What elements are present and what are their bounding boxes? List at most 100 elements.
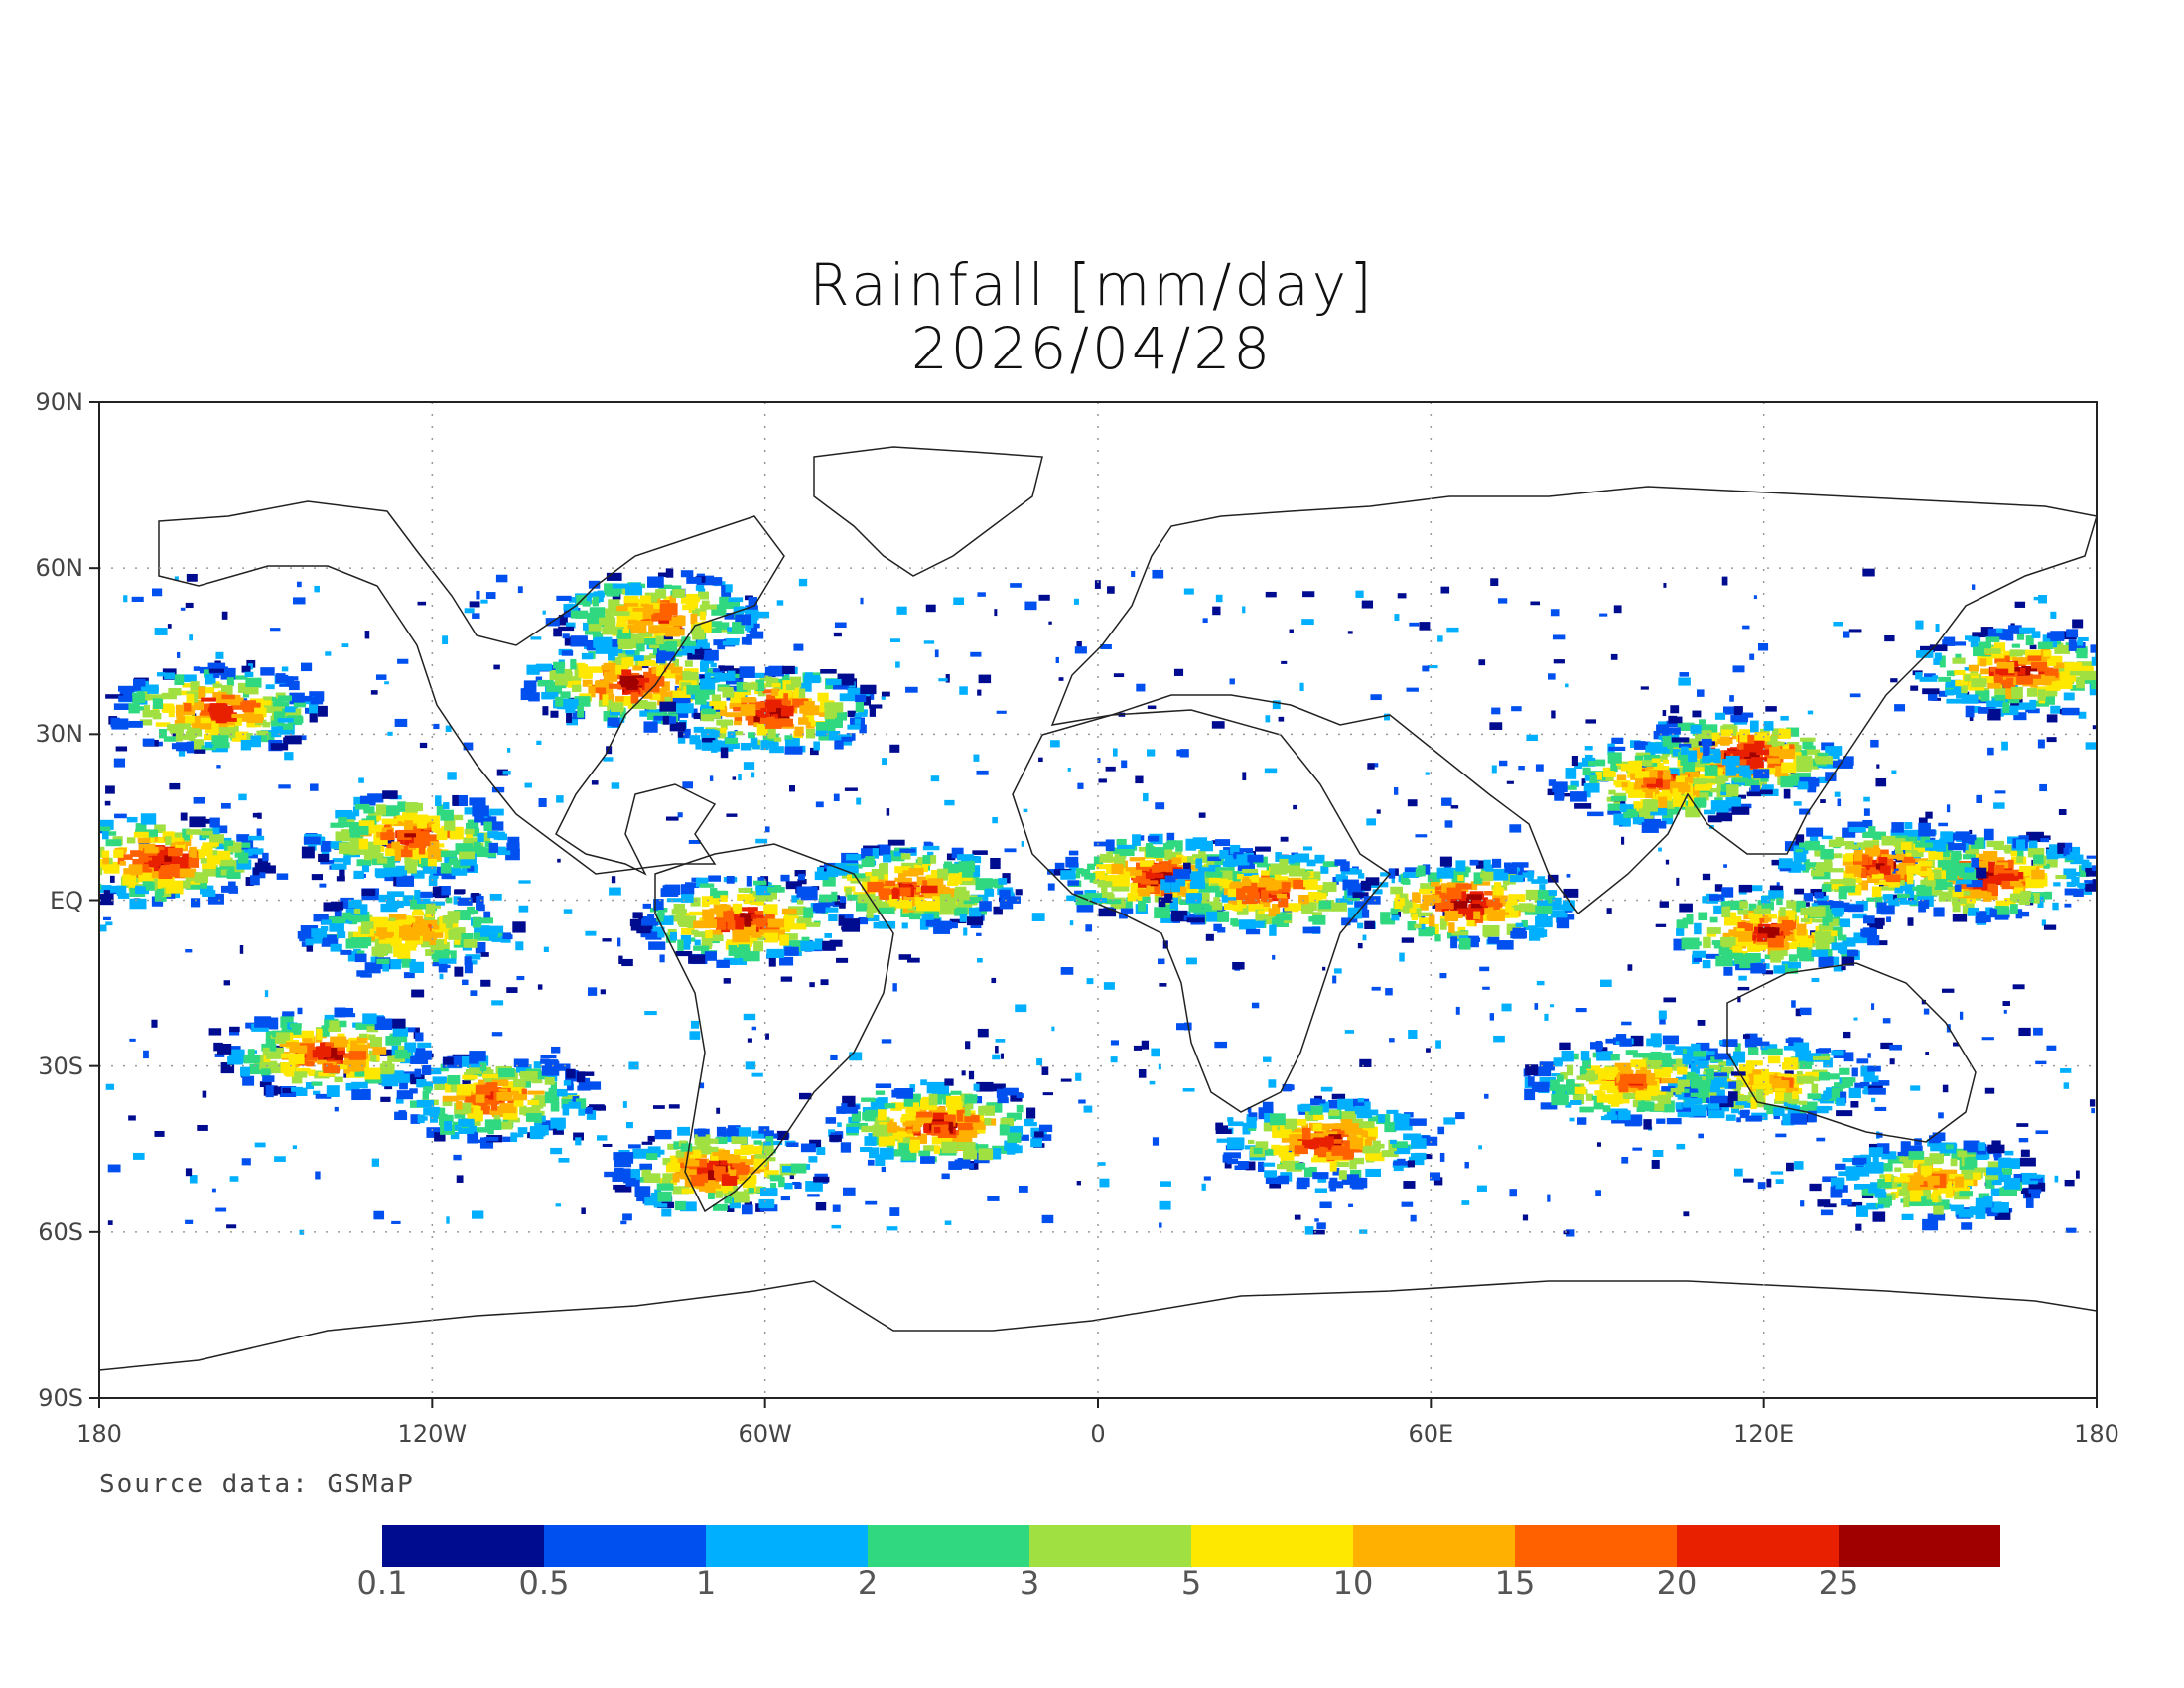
rain-cell [883,854,892,863]
rain-cell [1411,1138,1427,1149]
rain-cell [174,674,185,686]
rain-cell [941,1141,958,1154]
rain-cell [1294,1214,1301,1220]
rain-cell [825,1117,837,1124]
rain-cell [701,934,713,947]
rain-cell [458,1126,475,1134]
rain-cell [1260,907,1272,912]
rain-cell [176,715,185,720]
rain-cell [1391,914,1400,921]
rain-cell [704,649,719,661]
rain-cell [819,894,833,903]
rain-cell [822,875,836,887]
rain-cell [456,1175,464,1183]
rain-cell [352,806,360,817]
rain-cell [131,864,143,876]
rain-cell [169,864,180,872]
rain-cell [129,898,147,910]
rain-cell [1176,749,1182,757]
rain-cell [752,880,767,886]
rain-cell [905,1136,918,1142]
rain-cell [254,735,268,743]
rain-cell [537,679,554,687]
rain-cell [923,841,932,849]
rain-cell [1370,694,1382,701]
rain-cell [1159,1200,1171,1210]
rain-cell [338,817,347,822]
rain-cell [1348,1203,1353,1207]
rain-cell [465,1105,481,1112]
rain-cell [448,929,462,940]
rain-cell [732,622,742,633]
rain-cell [632,665,642,671]
rain-cell [364,1076,383,1084]
rain-cell [606,590,620,597]
rain-cell [123,595,128,603]
rain-cell [1505,903,1512,913]
rain-cell [472,1210,484,1219]
rain-cell [464,608,475,614]
rain-cell [679,915,697,928]
rain-cell [1862,568,1875,577]
rain-cell [728,597,744,603]
rain-cell [1312,1114,1324,1120]
rain-cell [693,624,702,632]
rain-cell [764,1170,779,1178]
rain-cell [892,1131,904,1140]
rain-cell [475,942,486,954]
rain-cell [744,1166,761,1174]
rain-cell [1228,1121,1244,1127]
rain-cell [897,879,910,885]
rain-cell [558,1157,570,1163]
rain-cell [949,918,967,924]
rain-cell [675,1151,694,1159]
rain-cell [669,595,677,606]
rain-cell [450,1132,460,1140]
rain-cell [1889,1044,1902,1051]
rain-cell [1268,1079,1277,1088]
rain-cell [1791,1000,1796,1008]
rain-cell [1160,879,1171,891]
rain-cell [912,1121,921,1132]
rain-cell [695,739,702,750]
rain-cell [1275,852,1282,863]
rain-cell [1432,923,1439,935]
rain-cell [158,728,167,739]
rain-cell [994,609,998,617]
rain-cell [1428,665,1438,669]
rain-cell [1322,966,1326,971]
rain-cell [957,1142,976,1150]
rain-cell [728,945,738,956]
rain-cell [1544,1013,1549,1021]
rain-cell [656,646,675,655]
rain-cell [633,620,642,629]
rain-cell [712,1203,728,1211]
rain-cell [677,914,686,926]
rain-cell [733,707,744,712]
rain-cell [1530,601,1541,606]
rain-cell [697,1164,705,1177]
rain-cell [404,1027,416,1033]
rain-cell [1153,847,1165,858]
rain-cell [1129,857,1146,862]
rain-cell [637,631,653,642]
rain-cell [637,659,655,667]
rain-cell [1357,922,1364,929]
rain-cell [396,845,413,858]
rain-cell [465,1096,474,1101]
rain-cell [666,716,677,725]
rain-cell [506,842,520,851]
rain-cell [249,1063,263,1075]
rain-cell [781,908,797,915]
rain-cell [639,595,651,604]
rain-cell [707,919,717,929]
rain-cell [262,1075,275,1082]
rain-cell [701,708,716,715]
rain-cell [765,677,779,688]
rain-cell [334,1076,343,1083]
rain-cell [254,1055,269,1061]
rain-cell [393,1073,410,1083]
rain-cell [657,1191,672,1202]
rain-cell [239,944,244,954]
rain-cell [1076,640,1082,648]
